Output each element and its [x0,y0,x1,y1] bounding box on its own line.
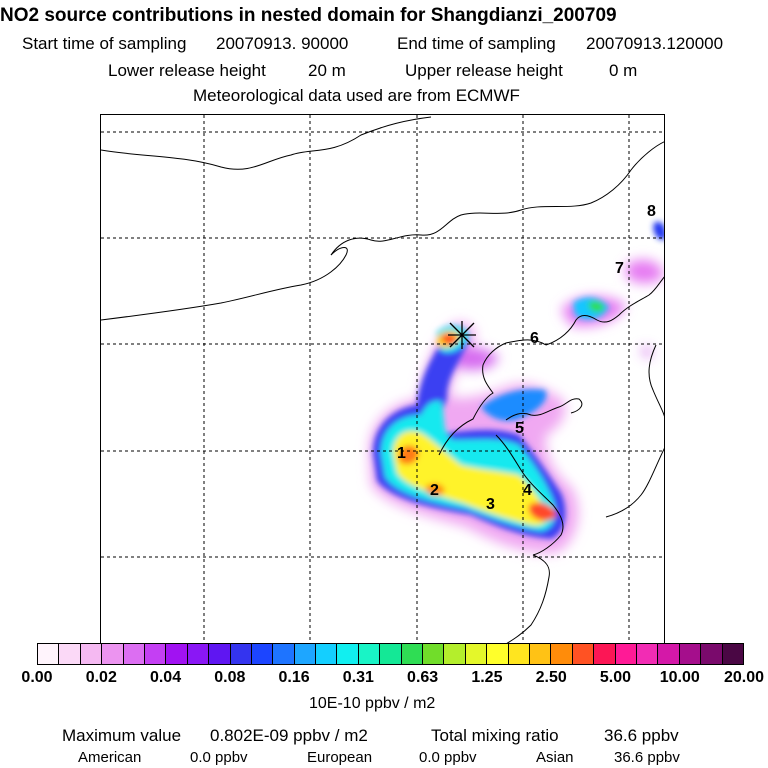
start-time-label: Start time of sampling [22,34,187,53]
colorbar-tick-label: 20.00 [723,669,765,686]
colorbar-tick-label: 0.08 [214,669,246,686]
max-value-label: Maximum value [62,726,182,745]
colorbar-segment [679,644,702,664]
colorbar-segment [38,644,60,664]
upper-height-label: Upper release height [405,61,563,80]
map-canvas: 1 2 3 4 5 6 7 8 [101,115,664,645]
colorbar-segment [380,644,402,664]
colorbar-segment [102,644,124,664]
colorbar-segment [636,644,659,664]
total-mixing-label: Total mixing ratio [431,726,559,745]
colorbar-tick-label: 0.04 [149,669,182,686]
colorbar-tick-label: 0.16 [278,669,310,686]
colorbar-segment [166,644,188,664]
asian-value: 36.6 ppbv [614,749,680,766]
asian-label: Asian [536,749,574,766]
lower-height-label: Lower release height [108,61,266,80]
region-label-5: 5 [515,420,524,437]
american-value: 0.0 ppbv [190,749,248,766]
lower-height-value: 20 m [308,61,346,80]
colorbar-segment [594,644,616,664]
met-data-line: Meteorological data used are from ECMWF [193,86,520,105]
colorbar-segment [551,644,573,664]
colorbar-segment [316,644,338,664]
colorbar-segment [487,644,509,664]
end-time-label: End time of sampling [397,34,556,53]
colorbar-segment [529,644,552,664]
colorbar-segment [337,644,359,664]
colorbar-segment [187,644,210,664]
colorbar-segment [423,644,445,664]
colorbar-segment [701,644,723,664]
colorbar-segment [722,644,743,664]
end-time-value: 20070913.120000 [586,34,724,53]
colorbar-segment [572,644,595,664]
european-label: European [307,749,373,766]
colorbar-tick-label: 1.25 [471,669,503,686]
colorbar-tick-label: 10.00 [659,669,700,686]
colorbar-segment [358,644,381,664]
region-label-6: 6 [530,330,539,347]
colorbar-segment [80,644,103,664]
plume-layer [369,221,664,554]
max-value: 0.802E-09 ppbv / m2 [210,726,368,745]
region-label-4: 4 [523,482,532,499]
colorbar-segment [444,644,466,664]
colorbar-segment [465,644,488,664]
colorbar-units: 10E-10 ppbv / m2 [309,695,436,712]
colorbar-segment [59,644,81,664]
colorbar-segment [230,644,252,664]
region-label-8: 8 [647,203,656,220]
upper-height-value: 0 m [609,61,638,80]
total-mixing-value: 36.6 ppbv [604,726,679,745]
region-label-1: 1 [397,445,406,462]
start-time-value: 20070913. 90000 [216,34,349,53]
receptor-star-icon [448,321,476,349]
region-label-7: 7 [615,260,624,277]
region-label-3: 3 [486,496,495,513]
american-label: American [78,749,142,766]
colorbar-segment [209,644,231,664]
colorbar-segment [658,644,680,664]
colorbar-tick-label: 0.00 [21,669,53,686]
coastline-layer [101,116,664,645]
colorbar-tick-label: 2.50 [535,669,567,686]
region-label-2: 2 [430,482,439,499]
map-panel: 1 2 3 4 5 6 7 8 [100,114,665,646]
colorbar-segment [251,644,274,664]
colorbar-segment [615,644,637,664]
european-value: 0.0 ppbv [419,749,477,766]
colorbar [37,643,744,665]
colorbar-tick-label: 0.31 [342,669,374,686]
colorbar-segment [294,644,317,664]
plot-title: NO2 source contributions in nested domai… [0,5,617,26]
colorbar-segment [123,644,145,664]
colorbar-segment [508,644,530,664]
colorbar-tick-label: 0.63 [407,669,439,686]
colorbar-segment [273,644,295,664]
grid-lines [101,115,664,645]
colorbar-tick-label: 5.00 [599,669,632,686]
colorbar-segment [401,644,424,664]
colorbar-segment [144,644,167,664]
colorbar-tick-label: 0.02 [85,669,117,686]
